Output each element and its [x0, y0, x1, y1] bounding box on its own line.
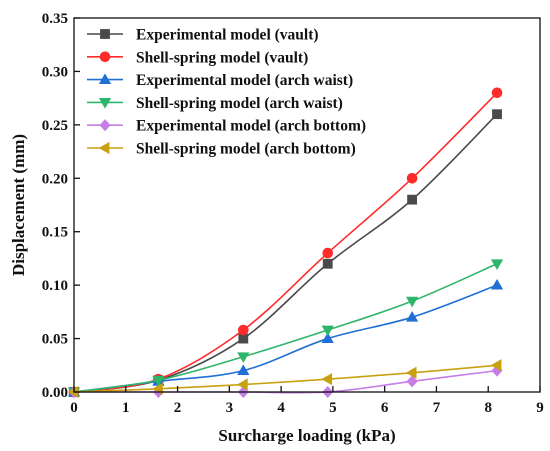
legend-label: Shell-spring model (vault) [136, 49, 308, 66]
legend-item: Shell-spring model (arch bottom) [87, 141, 356, 158]
legend-marker [99, 119, 111, 132]
legend-label: Experimental model (arch waist) [136, 72, 353, 89]
plot-frame [73, 17, 541, 393]
series-line [73, 364, 498, 393]
y-tick-label: 0.05 [42, 332, 68, 348]
series-line [73, 92, 498, 393]
y-tick-label: 0.25 [42, 118, 68, 134]
y-tick-label: 0.30 [42, 64, 68, 80]
y-axis-title: Displacement (mm) [9, 134, 28, 276]
x-tick-label: 8 [484, 400, 492, 416]
data-point [406, 375, 418, 388]
series-4 [67, 259, 504, 399]
x-tick-label: 4 [277, 400, 285, 416]
legend-label: Shell-spring model (arch bottom) [136, 141, 356, 158]
legend-marker [98, 141, 110, 155]
y-tick-label: 0.35 [42, 11, 68, 27]
x-tick-label: 5 [329, 400, 337, 416]
legend-marker [100, 29, 110, 39]
legend-item: Shell-spring model (vault) [87, 49, 308, 66]
series-line [73, 263, 498, 393]
legend-marker [98, 98, 112, 109]
legend-marker [99, 51, 111, 63]
x-tick-label: 6 [381, 400, 389, 416]
legend-item: Experimental model (arch bottom) [87, 118, 366, 135]
x-tick-label: 9 [536, 400, 544, 416]
data-point [321, 332, 334, 343]
data-point [407, 194, 418, 205]
data-point [238, 324, 249, 336]
data-point [238, 333, 249, 344]
x-tick-label: 1 [122, 400, 130, 416]
legend-label: Shell-spring model (arch waist) [136, 95, 343, 112]
data-point [322, 258, 333, 269]
y-tick-label: 0.15 [42, 225, 68, 241]
y-tick-label: 0.10 [42, 278, 68, 294]
x-tick-label: 7 [433, 400, 441, 416]
data-point [152, 375, 165, 387]
legend: Experimental model (vault) Shell-spring m… [87, 27, 366, 158]
legend-item: Experimental model (arch waist) [87, 72, 353, 89]
data-point [490, 278, 504, 290]
data-point [237, 378, 248, 391]
data-point [237, 352, 250, 363]
data-point [490, 359, 502, 372]
legend-item: Shell-spring model (arch waist) [87, 95, 343, 112]
data-point [405, 366, 417, 379]
data-point [405, 296, 419, 308]
legend-marker [98, 73, 112, 84]
series-line [73, 284, 498, 393]
y-tick-label: 0.20 [42, 171, 68, 187]
x-axis-title: Surcharge loading (kPa) [218, 426, 395, 445]
ticks-layer: 0 1 2 3 4 5 6 7 8 9 0.00 0.05 0.10 0.15 0.20 0.25 0.30 0.… [42, 11, 544, 416]
y-tick-label: 0.00 [42, 385, 68, 401]
x-tick-label: 2 [174, 400, 182, 416]
legend-label: Experimental model (arch bottom) [136, 118, 366, 135]
data-point [237, 364, 250, 376]
series-6 [67, 359, 502, 399]
data-point [491, 87, 503, 99]
x-tick-label: 3 [226, 400, 234, 416]
data-point [492, 109, 502, 120]
data-point [490, 259, 504, 270]
x-tick-label: 0 [70, 400, 78, 416]
legend-label: Experimental model (vault) [136, 27, 319, 44]
data-point [321, 373, 333, 386]
data-point [405, 310, 419, 322]
data-point [321, 325, 334, 337]
data-point [406, 172, 418, 184]
legend-item: Experimental model (vault) [87, 27, 319, 44]
data-point [322, 247, 334, 259]
